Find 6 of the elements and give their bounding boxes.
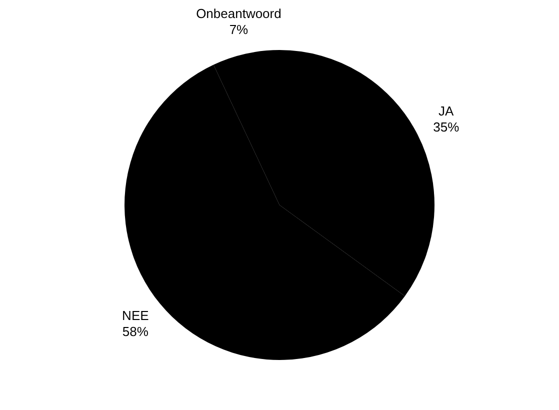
slice-label: NEE [122,308,150,323]
slice-label: Onbeantwoord [196,6,282,22]
data-label: 58% [122,324,149,339]
data-label: 7% [229,22,249,38]
slice-label: JA [438,104,454,119]
data-label: 35% [433,120,460,135]
